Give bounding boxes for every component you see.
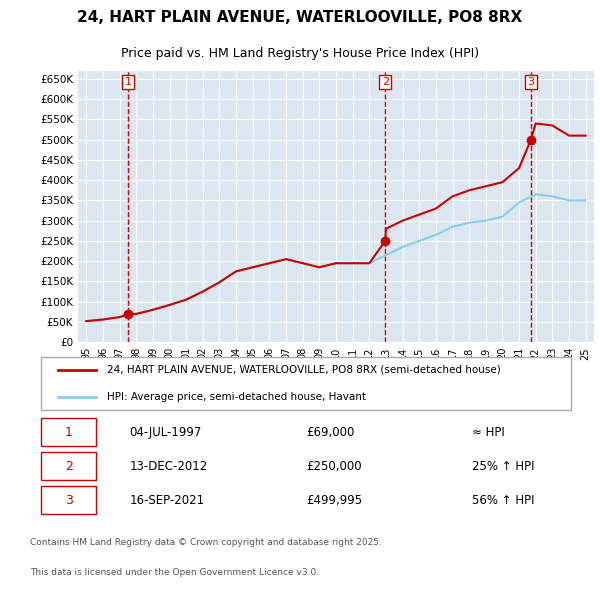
Text: £250,000: £250,000 — [306, 460, 362, 473]
Text: 04-JUL-1997: 04-JUL-1997 — [130, 425, 202, 438]
Text: 56% ↑ HPI: 56% ↑ HPI — [472, 494, 534, 507]
FancyBboxPatch shape — [41, 357, 571, 410]
Text: £69,000: £69,000 — [306, 425, 355, 438]
Text: Contains HM Land Registry data © Crown copyright and database right 2025.: Contains HM Land Registry data © Crown c… — [30, 538, 382, 548]
Text: 24, HART PLAIN AVENUE, WATERLOOVILLE, PO8 8RX: 24, HART PLAIN AVENUE, WATERLOOVILLE, PO… — [77, 10, 523, 25]
Text: ≈ HPI: ≈ HPI — [472, 425, 505, 438]
Text: 25% ↑ HPI: 25% ↑ HPI — [472, 460, 534, 473]
Text: 2: 2 — [382, 77, 389, 87]
Text: HPI: Average price, semi-detached house, Havant: HPI: Average price, semi-detached house,… — [107, 392, 366, 402]
Text: 3: 3 — [527, 77, 535, 87]
Text: 1: 1 — [65, 425, 73, 438]
Text: £499,995: £499,995 — [306, 494, 362, 507]
FancyBboxPatch shape — [41, 418, 96, 446]
Text: 24, HART PLAIN AVENUE, WATERLOOVILLE, PO8 8RX (semi-detached house): 24, HART PLAIN AVENUE, WATERLOOVILLE, PO… — [107, 365, 501, 375]
Text: 1: 1 — [124, 77, 131, 87]
Text: This data is licensed under the Open Government Licence v3.0.: This data is licensed under the Open Gov… — [30, 568, 319, 577]
FancyBboxPatch shape — [41, 453, 96, 480]
Text: 16-SEP-2021: 16-SEP-2021 — [130, 494, 205, 507]
Text: 3: 3 — [65, 494, 73, 507]
Text: 13-DEC-2012: 13-DEC-2012 — [130, 460, 208, 473]
Text: Price paid vs. HM Land Registry's House Price Index (HPI): Price paid vs. HM Land Registry's House … — [121, 47, 479, 60]
FancyBboxPatch shape — [41, 486, 96, 514]
Text: 2: 2 — [65, 460, 73, 473]
